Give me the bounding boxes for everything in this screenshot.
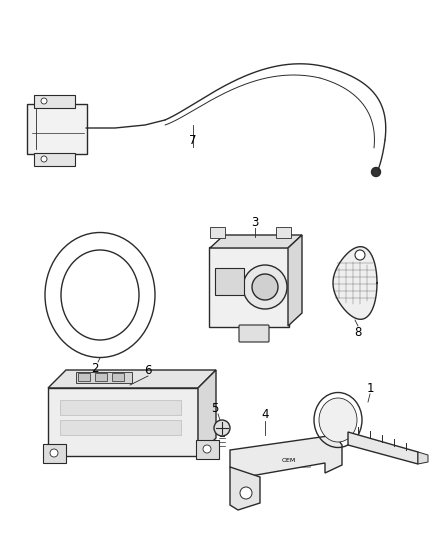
FancyBboxPatch shape — [239, 325, 269, 342]
Circle shape — [214, 420, 230, 436]
Text: 3: 3 — [251, 215, 259, 229]
Circle shape — [240, 487, 252, 499]
Circle shape — [41, 98, 47, 104]
Polygon shape — [333, 247, 377, 319]
Circle shape — [371, 167, 381, 176]
Polygon shape — [48, 388, 198, 456]
Polygon shape — [198, 370, 216, 456]
Text: 7: 7 — [189, 133, 197, 147]
Circle shape — [243, 265, 287, 309]
FancyBboxPatch shape — [75, 372, 131, 383]
FancyBboxPatch shape — [276, 227, 290, 238]
Polygon shape — [348, 432, 418, 464]
Circle shape — [355, 250, 365, 260]
FancyBboxPatch shape — [33, 94, 74, 108]
Polygon shape — [230, 435, 342, 477]
Polygon shape — [230, 467, 260, 510]
Circle shape — [41, 156, 47, 162]
Text: 2: 2 — [91, 361, 99, 375]
Text: OEM: OEM — [282, 458, 296, 464]
Text: 1: 1 — [366, 382, 374, 394]
FancyBboxPatch shape — [78, 373, 90, 381]
FancyBboxPatch shape — [209, 247, 289, 327]
FancyBboxPatch shape — [27, 104, 87, 154]
FancyBboxPatch shape — [112, 373, 124, 381]
FancyBboxPatch shape — [60, 419, 180, 434]
FancyBboxPatch shape — [250, 453, 315, 459]
Circle shape — [203, 445, 211, 453]
Text: 8: 8 — [354, 326, 362, 338]
FancyBboxPatch shape — [33, 152, 74, 166]
Polygon shape — [288, 235, 302, 326]
FancyBboxPatch shape — [42, 443, 66, 463]
Circle shape — [252, 274, 278, 300]
Polygon shape — [48, 370, 216, 388]
Ellipse shape — [319, 398, 357, 442]
FancyBboxPatch shape — [195, 440, 219, 458]
FancyBboxPatch shape — [215, 268, 244, 295]
Circle shape — [50, 449, 58, 457]
Polygon shape — [418, 452, 428, 464]
Text: 5: 5 — [211, 401, 219, 415]
Polygon shape — [210, 235, 302, 248]
FancyBboxPatch shape — [60, 400, 180, 415]
Text: 6: 6 — [144, 364, 152, 376]
FancyBboxPatch shape — [209, 227, 225, 238]
Text: 4: 4 — [261, 408, 269, 422]
FancyBboxPatch shape — [95, 373, 107, 381]
FancyBboxPatch shape — [268, 455, 311, 467]
